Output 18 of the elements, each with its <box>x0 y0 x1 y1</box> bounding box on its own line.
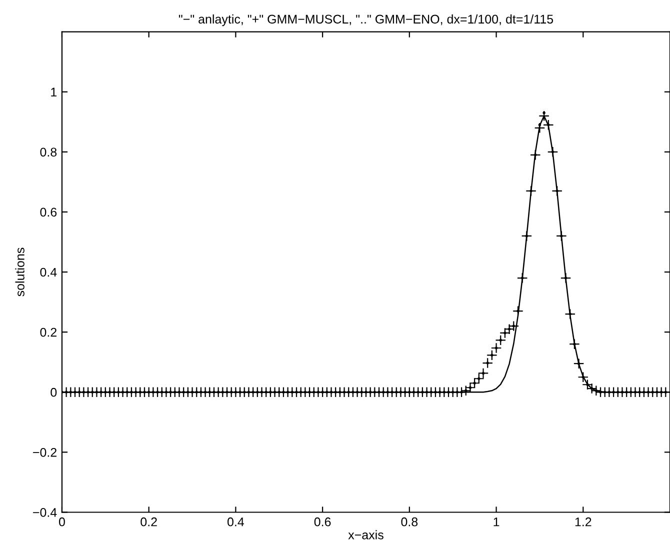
y-tick-label: 0 <box>50 388 57 397</box>
x-tick-label: 0.2 <box>140 517 157 526</box>
y-axis-title: solutions <box>15 248 24 296</box>
y-tick-label: 0.4 <box>40 268 57 277</box>
y-tick-label: 0.2 <box>40 328 56 337</box>
x-tick-label: 0 <box>58 517 65 526</box>
x-tick-label: 1.2 <box>575 517 592 526</box>
x-tick-label: 0.6 <box>314 517 331 526</box>
y-tick-label: −0.2 <box>33 448 56 457</box>
y-tick-label: −0.4 <box>33 508 57 517</box>
x-tick-label: 0.8 <box>401 517 418 526</box>
x-tick-label: 1 <box>494 518 500 526</box>
x-axis-title: x−axis <box>348 530 384 540</box>
y-tick-label: 1 <box>51 88 57 96</box>
x-tick-label: 0.4 <box>227 517 244 526</box>
y-tick-label: 0.8 <box>40 148 57 157</box>
chart-title: "−" anlaytic, "+" GMM−MUSCL, ".." GMM−ENO, dx=1/100, dt=1/115 <box>178 14 554 26</box>
y-tick-label: 0.6 <box>40 208 57 217</box>
